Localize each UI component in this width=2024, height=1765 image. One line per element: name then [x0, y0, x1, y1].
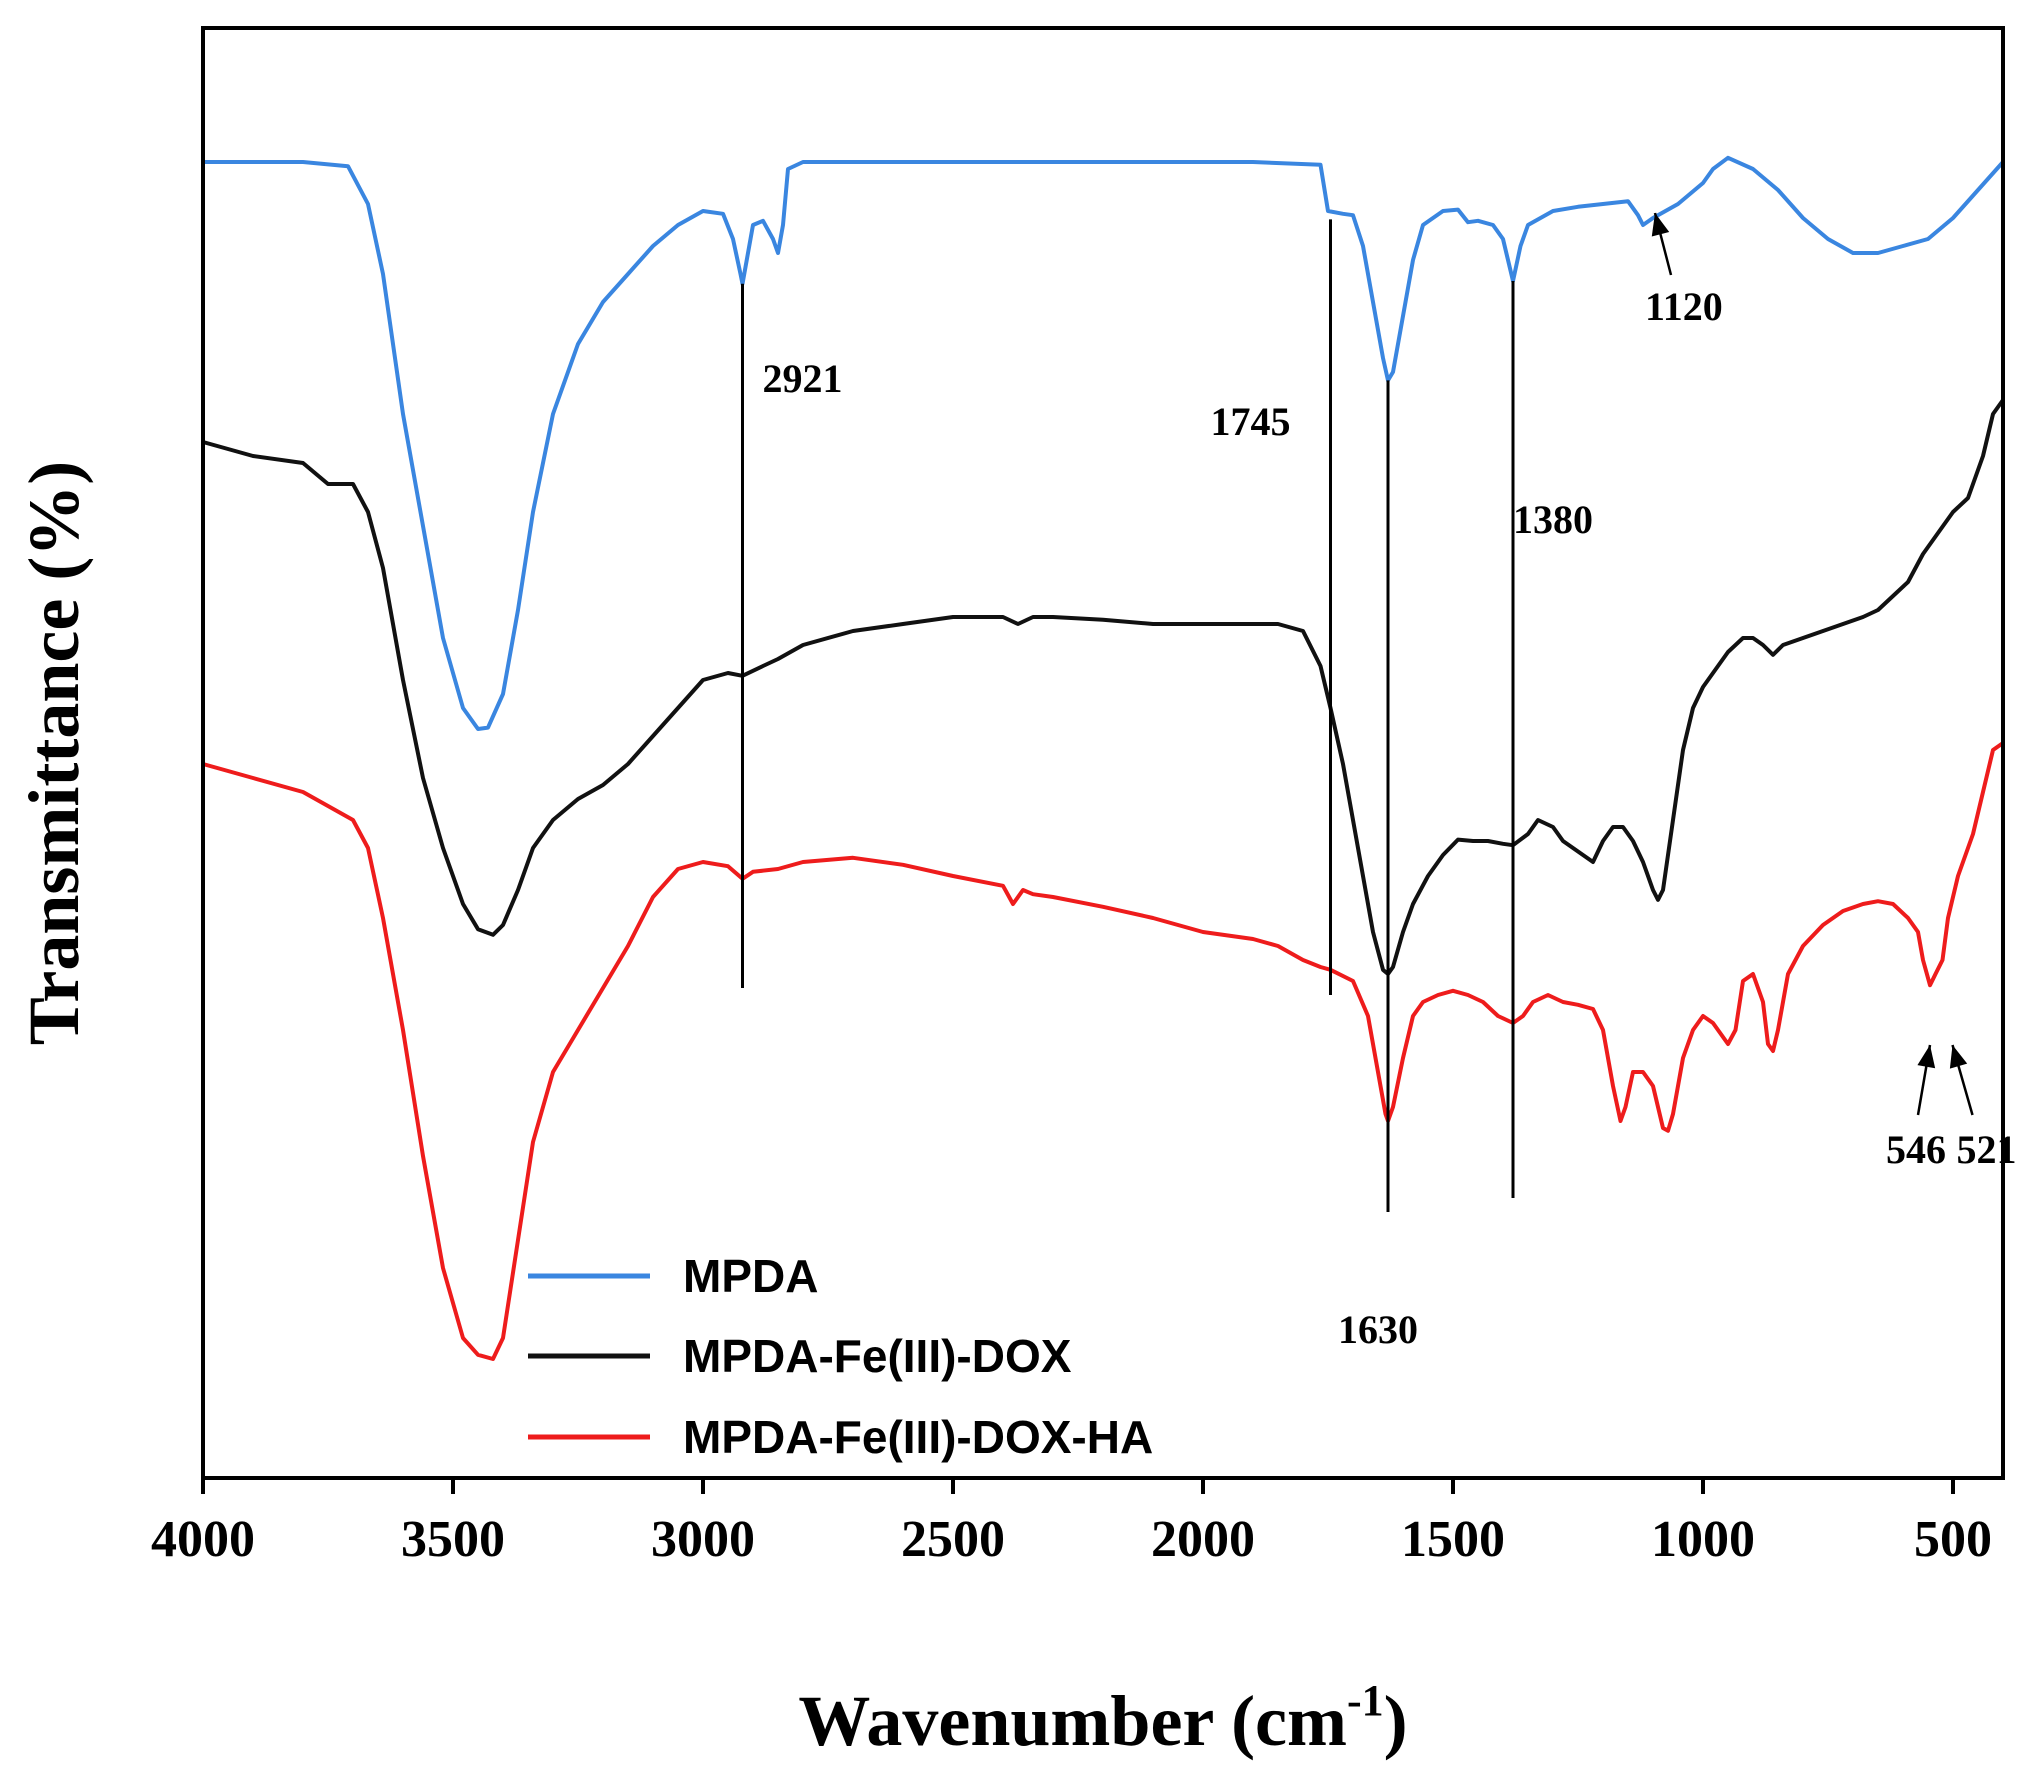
peak-arrowhead-546 — [1917, 1045, 1936, 1069]
peak-arrowhead-521 — [1949, 1045, 1968, 1069]
plot-frame — [201, 26, 2005, 1480]
legend: MPDA MPDA-Fe(III)-DOX MPDA-Fe(III)-DOX-H… — [528, 1250, 1153, 1463]
x-axis-title-close: ) — [1384, 1681, 1408, 1761]
x-tick-label-4000: 4000 — [151, 1511, 255, 1568]
x-tick-label-1500: 1500 — [1401, 1511, 1505, 1568]
peak-label-1120: 1120 — [1645, 284, 1723, 329]
x-tick-label-3000: 3000 — [651, 1511, 755, 1568]
series-layer — [202, 155, 2005, 1361]
peak-label-1380: 1380 — [1513, 497, 1593, 542]
series-line-mpda-fe-iii-dox — [202, 398, 2005, 976]
x-tick-layer: 4000 3500 3000 2500 2000 1500 1000 500 — [151, 1478, 1992, 1568]
legend-label-mpda-fe-dox: MPDA-Fe(III)-DOX — [683, 1330, 1072, 1382]
legend-label-mpda-fe-dox-ha: MPDA-Fe(III)-DOX-HA — [683, 1411, 1153, 1463]
x-tick-label-2500: 2500 — [901, 1511, 1005, 1568]
series-line-mpda — [203, 155, 2005, 731]
peak-label-1630: 1630 — [1338, 1307, 1418, 1352]
x-tick-label-500: 500 — [1914, 1511, 1992, 1568]
annotation-layer: 2921 1745 1630 1380 1120 546 521 — [741, 212, 2017, 1352]
x-tick-label-1000: 1000 — [1651, 1511, 1755, 1568]
x-axis-title-superscript: -1 — [1347, 1676, 1384, 1725]
x-axis-title-main: Wavenumber (cm — [798, 1681, 1347, 1761]
peak-label-546: 546 — [1886, 1127, 1946, 1172]
peak-label-1745: 1745 — [1211, 399, 1291, 444]
legend-label-mpda: MPDA — [683, 1250, 818, 1302]
peak-arrowhead-1120 — [1651, 213, 1670, 237]
x-tick-label-2000: 2000 — [1151, 1511, 1255, 1568]
x-tick-label-3500: 3500 — [401, 1511, 505, 1568]
peak-label-521: 521 — [1957, 1127, 2017, 1172]
y-axis-title: Transmittance (%) — [14, 461, 94, 1046]
peak-label-2921: 2921 — [763, 356, 843, 401]
x-axis-title: Wavenumber (cm-1) — [798, 1676, 1407, 1761]
series-line-mpda-fe-iii-dox-ha — [202, 741, 2005, 1361]
